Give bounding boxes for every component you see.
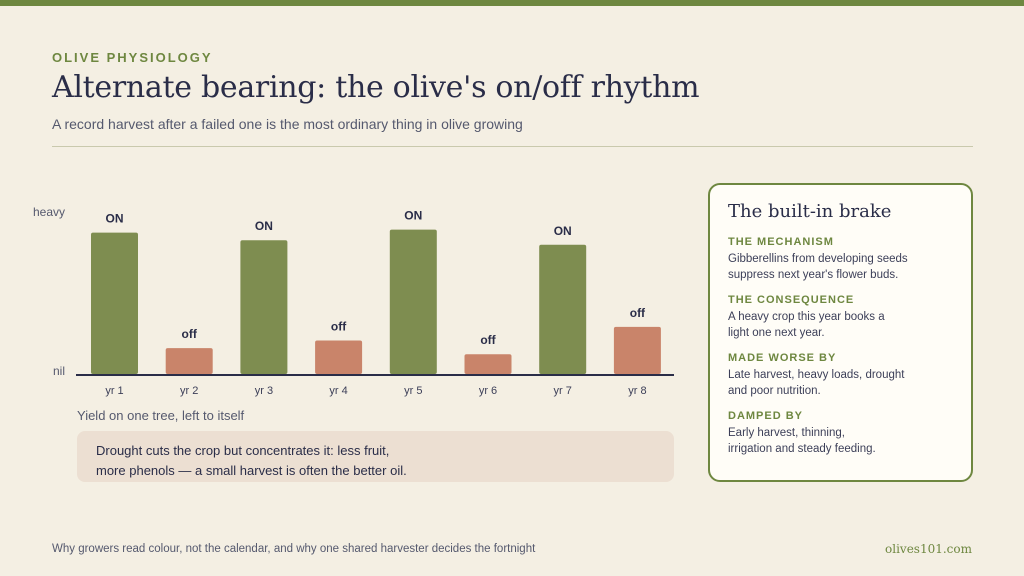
data-label-yr-4: off <box>331 320 347 334</box>
x-tick-yr-1: yr 1 <box>105 385 123 397</box>
bar-yr-7 <box>539 244 587 374</box>
data-label-yr-8: off <box>630 306 646 320</box>
x-tick-yr-2: yr 2 <box>180 385 198 397</box>
drought-note: Drought cuts the crop but concentrates i… <box>77 431 674 482</box>
top-accent-bar <box>0 0 1024 6</box>
x-tick-yr-7: yr 7 <box>554 385 572 397</box>
bar-yr-1 <box>91 232 138 374</box>
made-worse-by-heading: MADE WORSE BY <box>728 352 837 364</box>
page-subtitle: A record harvest after a failed one is t… <box>52 116 523 132</box>
panel-title: The built-in brake <box>728 201 892 222</box>
bar-series: ON yr 1 off yr 2 ON yr 3 off yr 4 ON yr 5 off yr 6 O… <box>91 209 661 397</box>
data-label-yr-5: ON <box>404 209 422 223</box>
yield-bar-chart: heavy nil ON yr 1 off yr 2 ON yr 3 off yr 4 ON yr… <box>33 205 674 397</box>
header-divider <box>52 146 973 147</box>
made-worse-by-text: Late harvest, heavy loads, drought and p… <box>728 369 905 397</box>
chart-caption: Yield on one tree, left to itself <box>77 408 245 423</box>
bar-yr-3 <box>240 240 288 374</box>
data-label-yr-2: off <box>182 327 198 341</box>
consequence-heading: THE CONSEQUENCE <box>728 294 855 306</box>
drought-note-text: Drought cuts the crop but concentrates i… <box>96 443 407 478</box>
mechanism-heading: THE MECHANISM <box>728 236 834 248</box>
y-tick-nil: nil <box>53 364 65 378</box>
data-label-yr-7: ON <box>554 224 572 238</box>
bar-yr-6 <box>464 354 512 374</box>
footer-teaser: Why growers read colour, not the calenda… <box>52 543 536 555</box>
bar-yr-5 <box>389 229 437 374</box>
data-label-yr-6: off <box>480 333 496 347</box>
consequence-text: A heavy crop this year books a light one… <box>728 311 885 339</box>
page-title: Alternate bearing: the olive's on/off rh… <box>52 70 700 105</box>
x-tick-yr-5: yr 5 <box>404 385 422 397</box>
damped-by-heading: DAMPED BY <box>728 410 804 422</box>
eyebrow-label: OLIVE PHYSIOLOGY <box>52 50 213 65</box>
bar-yr-2 <box>165 348 213 374</box>
x-tick-yr-6: yr 6 <box>479 385 497 397</box>
data-label-yr-1: ON <box>106 212 124 226</box>
mechanism-text: Gibberellins from developing seeds suppr… <box>728 253 908 281</box>
damped-by-text: Early harvest, thinning, irrigation and … <box>728 427 876 455</box>
built-in-brake-panel: The built-in brake THE MECHANISM Gibbere… <box>708 183 973 482</box>
data-label-yr-3: ON <box>255 219 273 233</box>
footer-site-link[interactable]: olives101.com <box>885 542 972 556</box>
x-tick-yr-8: yr 8 <box>628 385 646 397</box>
x-tick-yr-3: yr 3 <box>255 385 273 397</box>
x-tick-yr-4: yr 4 <box>329 385 347 397</box>
y-tick-heavy: heavy <box>33 205 65 219</box>
bar-yr-4 <box>315 340 363 374</box>
bar-yr-8 <box>613 326 661 374</box>
